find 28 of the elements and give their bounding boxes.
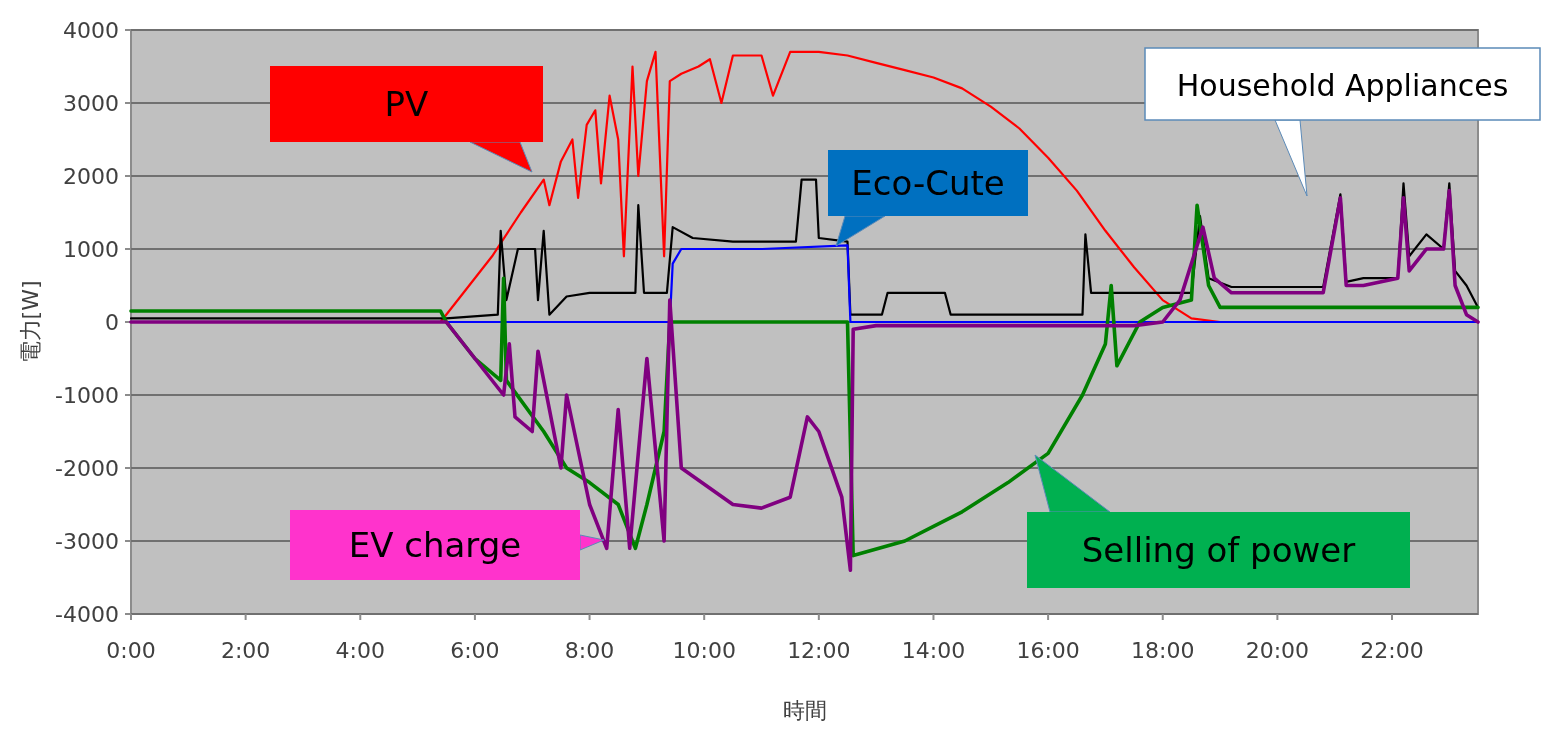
x-tick-label: 14:00 (901, 638, 966, 663)
y-tick-label: -1000 (55, 383, 119, 408)
y-tick-label: -2000 (55, 456, 119, 481)
y-tick-label: -4000 (55, 602, 119, 627)
x-tick-label: 22:00 (1360, 638, 1424, 663)
x-tick-label: 4:00 (335, 638, 385, 663)
x-tick-label: 10:00 (672, 638, 736, 663)
x-tick-label: 6:00 (450, 638, 500, 663)
x-tick-label: 0:00 (106, 638, 156, 663)
y-tick-label: 4000 (63, 18, 119, 43)
x-tick-label: 18:00 (1131, 638, 1195, 663)
x-tick-label: 12:00 (787, 638, 851, 663)
series-label: Eco-Cute (851, 163, 1005, 203)
text: EV charge (348, 525, 522, 565)
y-axis-title: 電力[W] (18, 280, 43, 364)
x-tick-label: 20:00 (1245, 638, 1310, 663)
y-tick-label: 3000 (63, 91, 119, 116)
text: Selling of power (1081, 530, 1356, 570)
text: Household Appliances (1176, 68, 1509, 103)
x-tick-label: 8:00 (564, 638, 615, 663)
x-tick-label: 2:00 (220, 638, 271, 663)
y-tick-label: 2000 (63, 164, 119, 189)
x-tick-label: 16:00 (1016, 638, 1080, 663)
y-tick-label: -3000 (55, 529, 119, 554)
y-tick-label: 0 (105, 310, 119, 335)
x-axis-title: 時間 (782, 698, 827, 723)
text: PV (384, 84, 429, 124)
y-tick-label: 1000 (63, 237, 119, 262)
